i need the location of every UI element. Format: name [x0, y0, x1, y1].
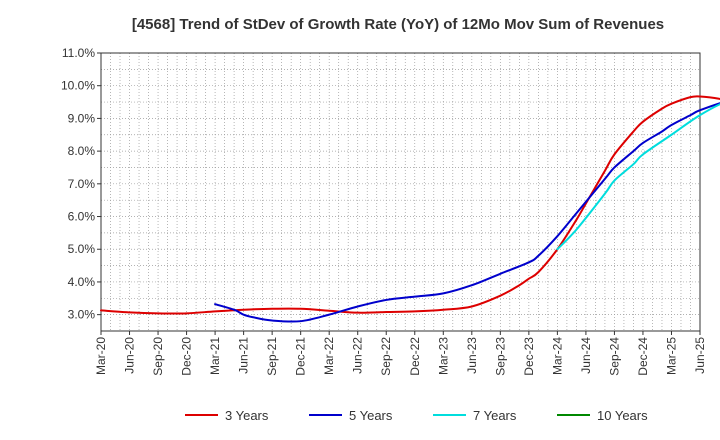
- y-tick-label: 3.0%: [68, 308, 96, 322]
- legend: 3 Years 5 Years 7 Years 10 Years: [185, 408, 648, 423]
- legend-label-7-years: 7 Years: [473, 408, 517, 423]
- x-tick-label: Mar-24: [550, 337, 564, 375]
- plot-border: [100, 52, 701, 332]
- y-tick-label: 8.0%: [68, 144, 96, 158]
- x-tick-label: Jun-25: [693, 337, 707, 374]
- series-line-5-years: [214, 102, 720, 323]
- legend-label-5-years: 5 Years: [349, 408, 393, 423]
- x-tick-label: Dec-21: [294, 337, 308, 376]
- x-tick-label: Dec-22: [408, 337, 422, 376]
- x-tick-label: Dec-20: [180, 337, 194, 376]
- grid: [101, 53, 700, 331]
- x-tick-label: Mar-20: [94, 337, 108, 375]
- chart-title: [4568] Trend of StDev of Growth Rate (Yo…: [132, 16, 664, 33]
- x-tick-label: Jun-24: [579, 337, 593, 374]
- x-tick-label: Mar-25: [664, 337, 678, 375]
- x-tick-label: Jun-23: [465, 337, 479, 374]
- x-tick-label: Jun-20: [123, 337, 137, 374]
- series-line-7-years: [556, 103, 720, 251]
- y-tick-label: 11.0%: [62, 46, 95, 60]
- x-tick-label: Sep-23: [493, 337, 507, 376]
- x-tick-label: Jun-22: [351, 337, 365, 374]
- axes: 3.0% 4.0% 5.0% 6.0% 7.0% 8.0% 9.0% 10.0% 11.0% Ma…: [61, 46, 707, 376]
- series-lines: [100, 95, 720, 323]
- x-tick-label: Dec-24: [636, 337, 650, 376]
- x-tick-label: Mar-23: [436, 337, 450, 375]
- x-tick-label: Mar-22: [322, 337, 336, 375]
- x-tick-label: Sep-24: [607, 337, 621, 376]
- x-tick-label: Sep-21: [265, 337, 279, 376]
- y-tick-label: 10.0%: [61, 79, 95, 93]
- x-tick-label: Mar-21: [208, 337, 222, 375]
- x-tick-label: Sep-20: [151, 337, 165, 376]
- x-tick-label: Jun-21: [237, 337, 251, 374]
- series-line-3-years: [100, 95, 720, 315]
- y-tick-label: 9.0%: [68, 111, 96, 125]
- y-tick-label: 5.0%: [68, 242, 96, 256]
- y-tick-label: 4.0%: [68, 275, 96, 289]
- x-tick-label: Sep-22: [379, 337, 393, 376]
- y-tick-label: 7.0%: [68, 177, 96, 191]
- plot-area: [101, 53, 700, 331]
- y-tick-label: 6.0%: [68, 210, 96, 224]
- legend-label-3-years: 3 Years: [225, 408, 269, 423]
- legend-label-10-years: 10 Years: [597, 408, 648, 423]
- x-tick-label: Dec-23: [522, 337, 536, 376]
